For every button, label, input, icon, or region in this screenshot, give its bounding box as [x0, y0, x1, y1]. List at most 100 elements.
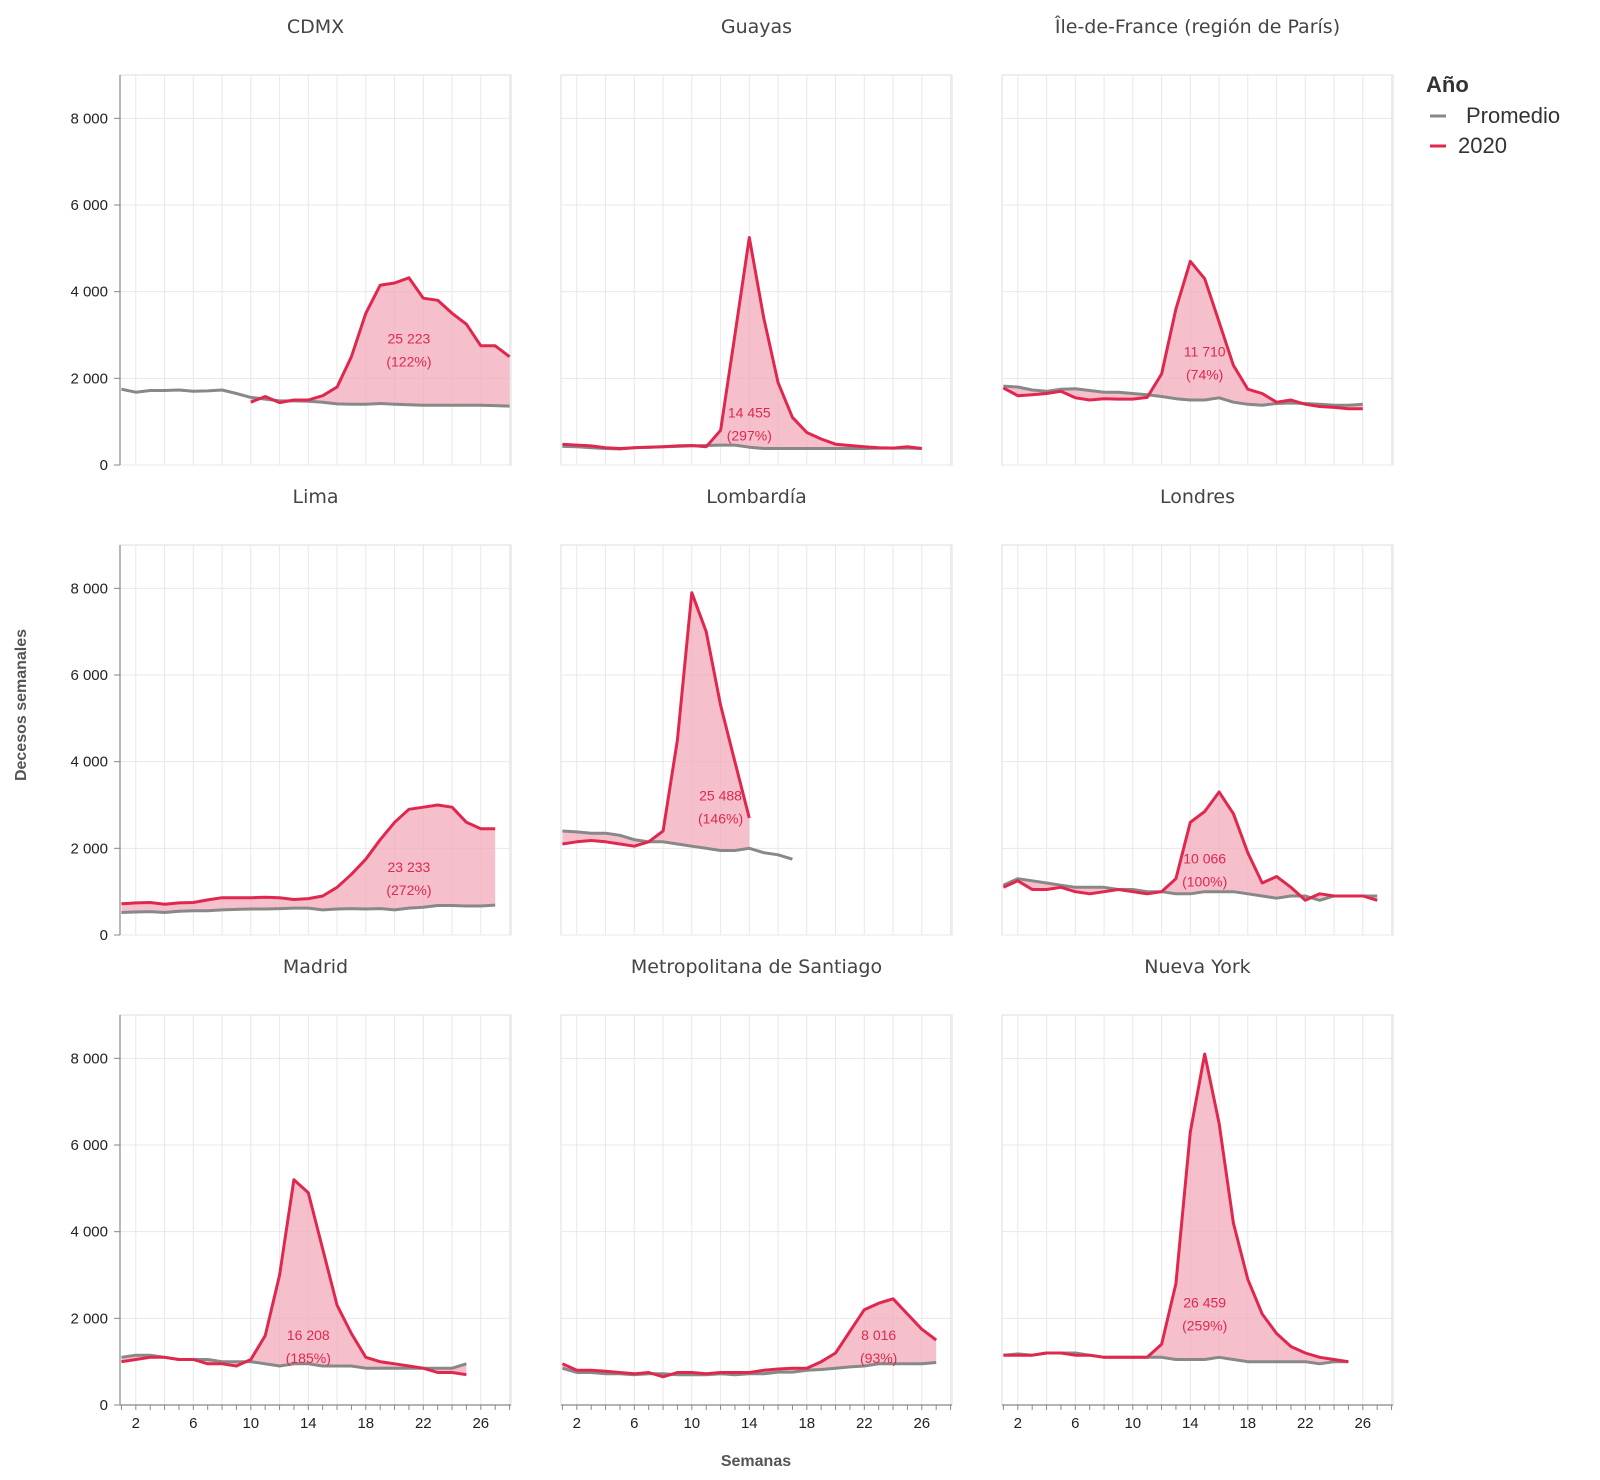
- excess-area: [250, 277, 510, 407]
- x-tick-label: 10: [1124, 1415, 1141, 1432]
- x-tick-label: 18: [798, 1415, 815, 1432]
- x-tick-label: 10: [683, 1415, 700, 1432]
- x-tick-label: 22: [856, 1415, 873, 1432]
- series-line-2020: [1002, 259, 1363, 411]
- panel-title: Lima: [292, 486, 338, 508]
- panel-title: Lombardía: [706, 486, 807, 508]
- x-tick-label: 14: [1182, 1415, 1199, 1432]
- y-tick-label: 8 000: [70, 1050, 108, 1067]
- panel-title: Londres: [1160, 486, 1235, 508]
- x-tick-label: 6: [189, 1415, 197, 1432]
- x-tick-label: 18: [357, 1415, 374, 1432]
- panel-cdmx: 0 2 000 4 000 6 000 8 000 CDMX 25 223 (122%): [70, 16, 512, 474]
- y-tick-label: 0: [100, 927, 108, 944]
- annotation-percent: (122%): [386, 354, 431, 370]
- annotation-percent: (100%): [1182, 874, 1227, 890]
- panel-title: Nueva York: [1144, 956, 1250, 978]
- y-tick-label: 4 000: [70, 284, 108, 301]
- annotation-value: 23 233: [388, 859, 431, 875]
- y-tick-label: 0: [100, 1397, 108, 1414]
- y-tick-label: 6 000: [70, 667, 108, 684]
- panel-londres: Londres 10 066 (100%): [1001, 486, 1394, 936]
- annotation-percent: (297%): [727, 427, 772, 443]
- y-tick-label: 8 000: [70, 580, 108, 597]
- x-tick-label: 2: [573, 1415, 581, 1432]
- excess-area: [1003, 792, 1378, 901]
- annotation-value: 25 488: [699, 788, 742, 804]
- excess-area: [562, 237, 922, 449]
- x-tick-label: 26: [472, 1415, 489, 1432]
- panel-guayas: Guayas 14 455 (297%): [560, 16, 953, 466]
- annotation-value: 14 455: [728, 404, 771, 420]
- panel-title: CDMX: [287, 16, 344, 38]
- annotation-percent: (259%): [1182, 1318, 1227, 1334]
- x-tick-label: 18: [1239, 1415, 1256, 1432]
- y-tick-label: 2 000: [70, 840, 108, 857]
- excess-area: [121, 1179, 467, 1375]
- y-axis-title: Decesos semanales: [13, 629, 30, 781]
- legend: Año Promedio 2020: [1426, 72, 1560, 158]
- y-tick-label: 2 000: [70, 1310, 108, 1327]
- annotation-percent: (272%): [386, 882, 431, 898]
- annotation-percent: (93%): [860, 1350, 897, 1366]
- y-tick-label: 6 000: [70, 1137, 108, 1154]
- annotation-value: 26 459: [1183, 1295, 1226, 1311]
- x-axis-title: Semanas: [721, 1453, 791, 1470]
- x-tick-label: 26: [913, 1415, 930, 1432]
- annotation-value: 11 710: [1184, 344, 1226, 360]
- x-tick-label: 2: [132, 1415, 140, 1432]
- annotation-value: 8 016: [861, 1327, 896, 1343]
- excess-area: [121, 805, 496, 913]
- x-tick-label: 14: [741, 1415, 758, 1432]
- excess-area: [562, 1298, 937, 1377]
- panel-frame: [560, 544, 953, 936]
- x-tick-label: 14: [300, 1415, 317, 1432]
- panel-title: Guayas: [721, 16, 792, 38]
- x-tick-label: 26: [1354, 1415, 1371, 1432]
- series-line-promedio: [1002, 877, 1378, 902]
- annotation-value: 25 223: [388, 331, 431, 347]
- annotation-percent: (74%): [1186, 367, 1223, 383]
- x-tick-label: 2: [1014, 1415, 1022, 1432]
- x-tick-label: 6: [1071, 1415, 1079, 1432]
- annotation-value: 16 208: [287, 1327, 330, 1343]
- legend-label: 2020: [1458, 133, 1507, 158]
- series-line-2020: [1002, 790, 1378, 902]
- y-tick-label: 4 000: [70, 1224, 108, 1241]
- x-tick-label: 22: [415, 1415, 432, 1432]
- excess-area: [1003, 261, 1363, 409]
- excess-area: [1003, 1054, 1349, 1364]
- excess-area: [562, 592, 750, 851]
- x-tick-label: 10: [242, 1415, 259, 1432]
- annotation-percent: (185%): [286, 1350, 331, 1366]
- panel-lombardia: Lombardía 25 488 (146%): [560, 486, 953, 936]
- series-line-2020: [562, 236, 922, 450]
- y-tick-label: 2 000: [70, 370, 108, 387]
- y-tick-label: 0: [100, 457, 108, 474]
- series-line-2020: [561, 1297, 938, 1379]
- legend-title: Año: [1426, 72, 1469, 97]
- series-line-2020: [250, 276, 511, 405]
- annotation-value: 10 066: [1183, 851, 1226, 867]
- y-tick-label: 4 000: [70, 754, 108, 771]
- x-tick-label: 22: [1297, 1415, 1314, 1432]
- series-line-2020: [121, 1178, 467, 1377]
- panel-lima: 0 2 000 4 000 6 000 8 000 Lima 23 233 (272%): [70, 486, 512, 944]
- series-line-2020: [121, 803, 496, 906]
- x-tick-label: 6: [630, 1415, 638, 1432]
- series-line-2020: [1003, 1052, 1349, 1364]
- annotation-percent: (146%): [698, 811, 743, 827]
- series-line-promedio: [121, 903, 496, 914]
- panel-title: Metropolitana de Santiago: [631, 956, 882, 978]
- series-line-promedio: [562, 829, 793, 861]
- panel-title: Madrid: [283, 956, 348, 978]
- series-line-2020: [562, 591, 751, 848]
- panel-ile-de-france-region-de-paris: Île-de-France (región de París) 11 710 (74…: [1001, 15, 1394, 466]
- y-tick-label: 8 000: [70, 110, 108, 127]
- legend-label: Promedio: [1466, 103, 1560, 128]
- panel-title: Île-de-France (región de París): [1054, 15, 1340, 38]
